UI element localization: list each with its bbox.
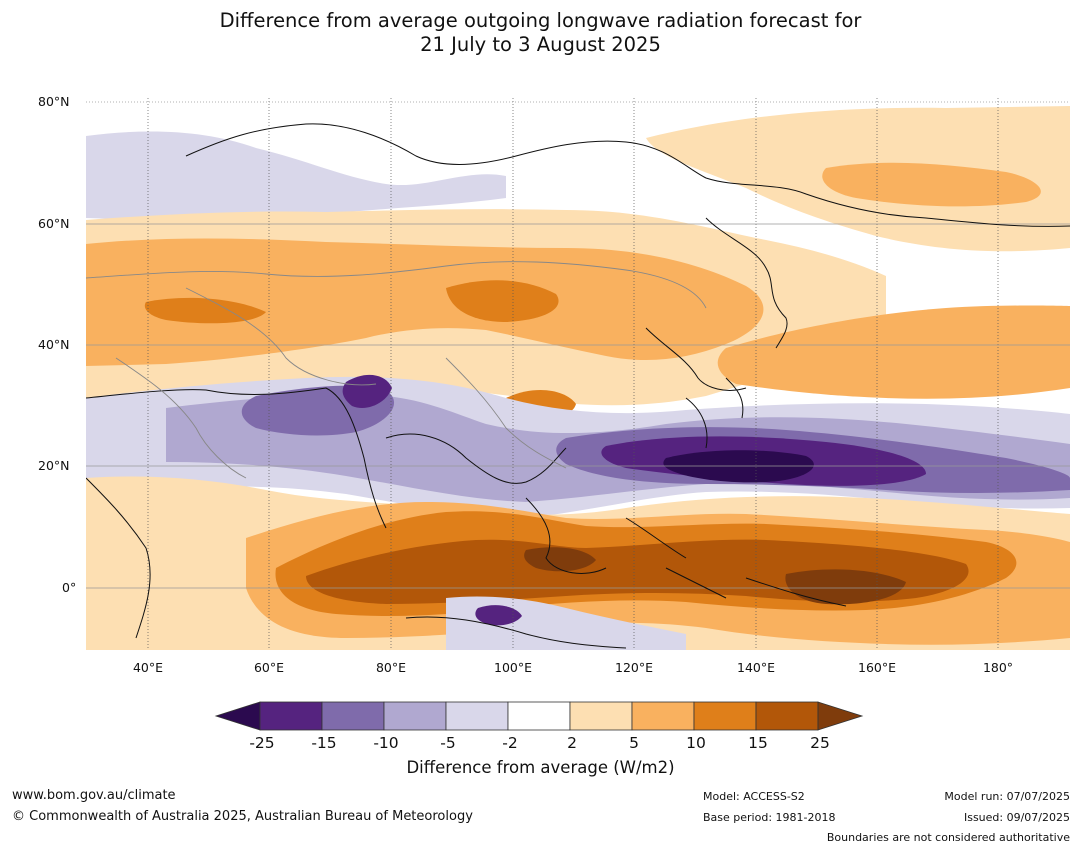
colorbar-label: Difference from average (W/m2) <box>406 758 675 777</box>
coastlines <box>86 123 1070 649</box>
longitude-gridlines <box>147 98 999 650</box>
lon-label-120e: 120°E <box>614 660 654 675</box>
lat-label-80n: 80°N <box>38 94 70 109</box>
anomaly-region-equatorial-pacific-darkest-brown <box>524 547 906 605</box>
anomaly-region-central-asia-orange <box>86 238 764 366</box>
lon-label-60e: 60°E <box>253 660 285 675</box>
colorbar-tick: -10 <box>373 734 399 752</box>
colorbar-segment <box>755 701 819 731</box>
lon-label-40e: 40°E <box>132 660 164 675</box>
colorbar-tick: 15 <box>748 734 768 752</box>
footer-url[interactable]: www.bom.gov.au/climate <box>12 788 176 803</box>
lat-label-20n: 20°N <box>38 458 70 473</box>
colorbar-segments <box>214 701 864 731</box>
colorbar-segment <box>383 701 447 731</box>
lon-label-160e: 160°E <box>857 660 897 675</box>
anomaly-region-japan-pacific-orange <box>717 305 1070 399</box>
anomaly-region-australia-purple <box>475 605 522 626</box>
footer-copyright: © Commonwealth of Australia 2025, Austra… <box>12 809 473 824</box>
colorbar-segment <box>321 701 385 731</box>
title-line-1: Difference from average outgoing longwav… <box>219 9 862 32</box>
country-boundaries <box>86 261 707 479</box>
colorbar-segment <box>259 701 323 731</box>
lon-label-80e: 80°E <box>375 660 407 675</box>
footer-model: Model: ACCESS-S2 <box>703 790 805 803</box>
title-line-2: 21 July to 3 August 2025 <box>420 33 661 56</box>
colorbar-tick: -2 <box>502 734 518 752</box>
lat-label-40n: 40°N <box>38 337 70 352</box>
colorbar-tick: -15 <box>311 734 337 752</box>
lon-label-100e: 100°E <box>493 660 533 675</box>
footer-model-run: Model run: 07/07/2025 <box>944 790 1070 803</box>
colorbar-segment <box>693 701 757 731</box>
footer-disclaimer: Boundaries are not considered authoritat… <box>826 831 1070 844</box>
olr-anomaly-map <box>86 98 1070 650</box>
colorbar-extend-high <box>817 701 864 731</box>
colorbar-tick: 5 <box>629 734 639 752</box>
colorbar-tick: -5 <box>440 734 456 752</box>
map-canvas <box>86 98 1070 650</box>
anomaly-region-kazakhstan-dark-orange <box>144 297 266 324</box>
lon-label-180: 180° <box>982 660 1014 675</box>
colorbar-tick: -25 <box>249 734 275 752</box>
lat-label-equator: 0° <box>62 580 77 595</box>
footer-base-period: Base period: 1981-2018 <box>703 811 836 824</box>
colorbar-segment <box>631 701 695 731</box>
colorbar-extend-low <box>214 701 261 731</box>
colorbar-tick: 2 <box>567 734 577 752</box>
footer-issued: Issued: 09/07/2025 <box>963 811 1070 824</box>
colorbar-segment <box>569 701 633 731</box>
colorbar-tick: 25 <box>810 734 830 752</box>
colorbar-segment <box>445 701 509 731</box>
colorbar-tick: 10 <box>686 734 706 752</box>
lat-label-60n: 60°N <box>38 216 70 231</box>
colorbar-segment <box>507 701 571 731</box>
latitude-gridlines <box>86 101 1070 589</box>
lon-label-140e: 140°E <box>736 660 776 675</box>
anomaly-region-central-asia-dark-orange <box>446 280 559 322</box>
colorbar <box>214 701 864 731</box>
anomaly-region-bay-of-bengal-dark-purple <box>342 374 392 408</box>
map-title: Difference from average outgoing longwav… <box>0 9 1081 57</box>
